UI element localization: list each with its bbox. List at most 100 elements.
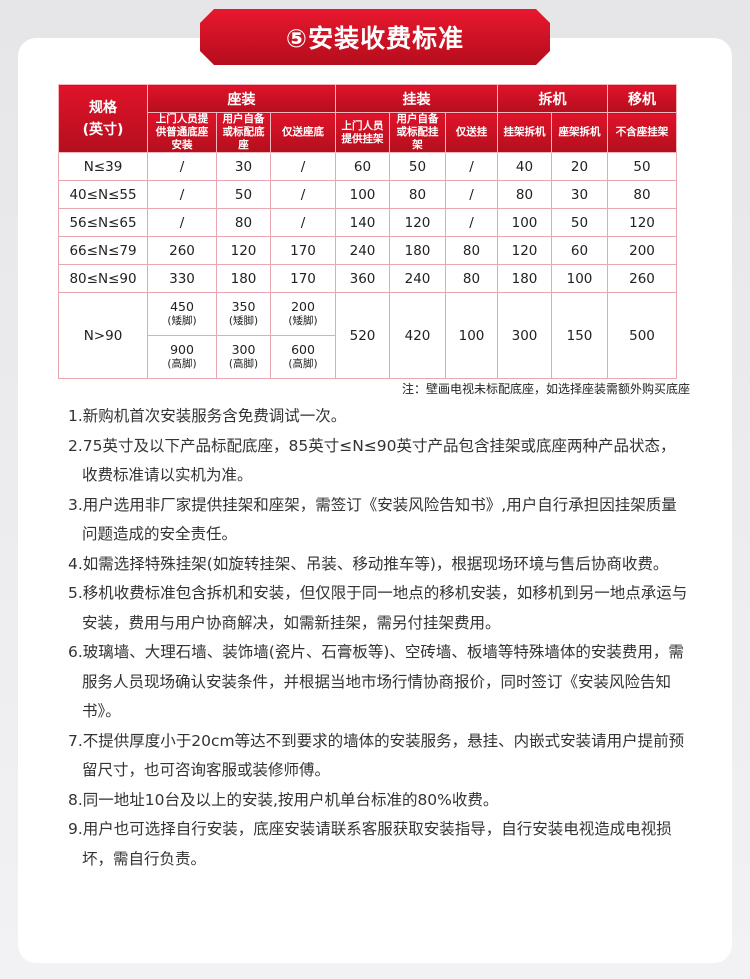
table-cell: 200 (矮脚) xyxy=(270,292,336,336)
table-cell: 50 xyxy=(607,152,677,181)
table-cell: 500 xyxy=(607,292,677,379)
table-cell: 260 xyxy=(607,264,677,293)
table-row: N>90 450 (矮脚) 350 (矮脚) 200 (矮脚) 520 420 100 300 150… xyxy=(58,292,677,379)
term-item: 1.新购机首次安装服务含免费调试一次。 xyxy=(68,407,347,425)
table-cell: 80 xyxy=(607,180,677,209)
table-cell: 120 xyxy=(389,208,446,237)
price: 450 xyxy=(170,299,194,314)
table-cell: 20 xyxy=(551,152,608,181)
table-cell: / xyxy=(147,180,217,209)
table-cell: 330 xyxy=(147,264,217,293)
table-cell: 600 (高脚) xyxy=(270,335,336,379)
price: 600 xyxy=(291,342,315,357)
table-cell: / xyxy=(270,152,336,181)
table-cell: 100 xyxy=(497,208,552,237)
table-cell: 80 xyxy=(445,264,498,293)
leg-type: (高脚) xyxy=(288,358,318,370)
table-cell: 30 xyxy=(216,152,271,181)
leg-type: (矮脚) xyxy=(288,315,318,327)
table-cell: / xyxy=(270,208,336,237)
table-cell: / xyxy=(147,208,217,237)
section-title: ⑤安装收费标准 xyxy=(200,9,550,65)
subheader: 仅送挂 xyxy=(445,112,498,153)
subheader: 挂架拆机 xyxy=(497,112,552,153)
table-cell: 520 xyxy=(335,292,390,379)
table-cell: 50 xyxy=(216,180,271,209)
subheader: 用户自备或标配挂架 xyxy=(389,112,446,153)
table-cell: 80 xyxy=(497,180,552,209)
subheader: 上门人员提供挂架 xyxy=(335,112,390,153)
subheader: 不含座挂架 xyxy=(607,112,677,153)
leg-type: (矮脚) xyxy=(167,315,197,327)
table-cell: 260 xyxy=(147,236,217,265)
table-cell: 60 xyxy=(335,152,390,181)
table-cell: / xyxy=(445,208,498,237)
table-cell: / xyxy=(445,152,498,181)
table-cell: 240 xyxy=(335,236,390,265)
term-item: 9.用户也可选择自行安装，底座安装请联系客服获取安装指导，自行安装电视造成电视损… xyxy=(68,820,672,868)
table-row: N≤39/30/60 50/40 20 50 xyxy=(58,152,677,181)
table-row: 40≤N≤55/50/100 80/80 30 80 xyxy=(58,180,677,209)
table-cell: / xyxy=(270,180,336,209)
table-cell: 120 xyxy=(607,208,677,237)
table-cell: 180 xyxy=(216,264,271,293)
subheader: 用户自备或标配底座 xyxy=(216,112,271,153)
table-row: 80≤N≤90 330 180 170 360 240 80 180 100 260 xyxy=(58,264,677,293)
term-item: 6.玻璃墙、大理石墙、装饰墙(瓷片、石膏板等)、空砖墙、板墙等特殊墙体的安装费用… xyxy=(68,643,684,720)
table-cell: 300 (高脚) xyxy=(216,335,271,379)
subheader: 座架拆机 xyxy=(551,112,608,153)
fee-table: 规格 (英寸) 座装 挂装 拆机 移机 上门人员提供普通底座安装 用户自备或标配底座… xyxy=(58,84,677,379)
table-cell: / xyxy=(445,180,498,209)
table-cell: / xyxy=(147,152,217,181)
table-cell: 100 xyxy=(445,292,498,379)
leg-type: (矮脚) xyxy=(228,315,259,327)
table-cell: 40 xyxy=(497,152,552,181)
table-cell: 360 xyxy=(335,264,390,293)
table-cell: 50 xyxy=(551,208,608,237)
leg-type: (高脚) xyxy=(228,358,259,370)
table-cell: 100 xyxy=(335,180,390,209)
table-cell: 120 xyxy=(216,236,271,265)
table-cell: 80 xyxy=(445,236,498,265)
table-cell: N>90 xyxy=(58,292,148,379)
table-cell: 50 xyxy=(389,152,446,181)
table-cell: 180 xyxy=(497,264,552,293)
table-note: 注：壁画电视未标配底座，如选择座装需额外购买底座 xyxy=(401,382,690,396)
spec-header: 规格 (英寸) xyxy=(58,84,148,153)
table-cell: 420 xyxy=(389,292,446,379)
term-item: 4.如需选择特殊挂架(如旋转挂架、吊装、移动推车等)，根据现场环境与售后协商收费… xyxy=(68,554,669,573)
term-item: 8.同一地址10台及以上的安装,按用户机单台标准的80%收费。 xyxy=(68,790,499,809)
table-cell: 170 xyxy=(270,236,336,265)
table-cell: 40≤N≤55 xyxy=(58,180,148,209)
table-cell: 900 (高脚) xyxy=(147,335,217,379)
group-remove: 拆机 xyxy=(497,84,608,113)
table-cell: 120 xyxy=(497,236,552,265)
table-cell: 350 (矮脚) xyxy=(216,292,271,336)
table-cell: 150 xyxy=(551,292,608,379)
table-cell: 30 xyxy=(551,180,608,209)
group-wall: 挂装 xyxy=(335,84,498,113)
table-cell: 170 xyxy=(270,264,336,293)
price: 200 xyxy=(291,299,315,314)
subheader: 仅送座底 xyxy=(270,112,336,153)
term-item: 3.用户选用非厂家提供挂架和座架，需签订《安装风险告知书》,用户自行承担因挂架质… xyxy=(68,495,677,544)
subheader: 上门人员提供普通底座安装 xyxy=(147,112,217,153)
table-cell: 300 xyxy=(497,292,552,379)
table-cell: 56≤N≤65 xyxy=(58,208,148,237)
leg-type: (高脚) xyxy=(167,358,197,370)
table-cell: 80 xyxy=(389,180,446,209)
table-row: 66≤N≤79 260 120 170 240 180 80 120 60 200 xyxy=(58,236,677,265)
term-item: 2.75英寸及以下产品标配底座，85英寸≤N≤90英寸产品包含挂架或底座两种产品… xyxy=(68,436,676,485)
table-cell: 240 xyxy=(389,264,446,293)
table-cell: N≤39 xyxy=(58,152,148,181)
table-cell: 60 xyxy=(551,236,608,265)
table-cell: 200 xyxy=(607,236,677,265)
group-move: 移机 xyxy=(607,84,677,113)
table-cell: 80 xyxy=(216,208,271,237)
price: 350 xyxy=(231,299,256,314)
table-row: 900 (高脚) 300 (高脚) 600 (高脚) xyxy=(59,335,677,379)
price: 300 xyxy=(231,342,256,357)
table-cell: 140 xyxy=(335,208,390,237)
table-row: 56≤N≤65/80/140 120/100 50 120 xyxy=(58,208,677,237)
group-seat: 座装 xyxy=(147,84,336,113)
